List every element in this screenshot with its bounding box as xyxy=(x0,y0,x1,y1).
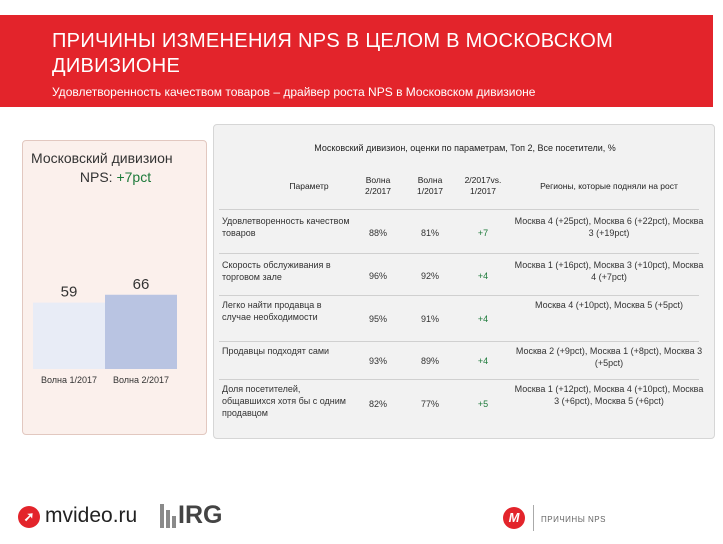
row-regions: Москва 1 (+12pct), Москва 4 (+10pct), Мо… xyxy=(514,384,704,406)
irg-logo-icon xyxy=(160,504,176,528)
row-wave1-value: 77% xyxy=(420,399,439,409)
header-wave2: Волна 2/2017 xyxy=(365,175,391,196)
row-divider xyxy=(219,341,699,342)
row-diff-value: +4 xyxy=(477,314,489,324)
header-divider xyxy=(219,209,699,210)
row-regions: Москва 4 (+10pct), Москва 5 (+5pct) xyxy=(535,300,683,310)
bar-value-label: 59 xyxy=(61,284,78,301)
row-regions: Москва 1 (+16pct), Москва 3 (+10pct), Мо… xyxy=(514,260,704,282)
header-wave1: Волна 1/2017 xyxy=(417,175,443,196)
header-param: Параметр xyxy=(289,181,329,191)
row-wave1-value: 91% xyxy=(420,314,439,324)
row-wave2-value: 82% xyxy=(368,399,387,409)
division-title: Московский дивизион xyxy=(31,150,173,166)
row-wave2-value: 96% xyxy=(368,271,387,281)
row-wave1-value: 92% xyxy=(420,271,439,281)
row-divider xyxy=(219,253,699,254)
bar-2 xyxy=(105,294,177,369)
mvideo-logo-icon: ➚ xyxy=(18,506,40,528)
nps-label: NPS: xyxy=(79,169,117,185)
row-param: Доля посетителей, общавшихся хотя бы с о… xyxy=(222,384,346,418)
category-label: Волна 1/2017 xyxy=(41,375,97,385)
row-diff-value: +4 xyxy=(477,356,489,366)
irg-logo-text: IRG xyxy=(178,501,223,529)
header-banner: ПРИЧИНЫ ИЗМЕНЕНИЯ NPS В ЦЕЛОМ В МОСКОВСК… xyxy=(0,15,713,107)
row-regions: Москва 4 (+25pct), Москва 6 (+22pct), Мо… xyxy=(514,216,704,238)
row-wave2-value: 93% xyxy=(368,356,387,366)
row-diff-value: +4 xyxy=(477,271,489,281)
row-regions: Москва 2 (+9pct), Москва 1 (+8pct), Моск… xyxy=(515,346,703,368)
table-caption: Московский дивизион, оценки по параметра… xyxy=(314,143,616,153)
row-wave2-value: 88% xyxy=(368,228,387,238)
row-param: Удовлетворенность качеством товаров xyxy=(222,216,350,238)
page-subtitle: Удовлетворенность качеством товаров – др… xyxy=(52,85,536,99)
row-param: Скорость обслуживания в торговом зале xyxy=(222,260,331,282)
header-diff: 2/2017vs. 1/2017 xyxy=(464,175,502,196)
bar-1 xyxy=(33,302,105,369)
row-wave1-value: 89% xyxy=(420,356,439,366)
row-wave1-value: 81% xyxy=(420,228,439,238)
footer-divider xyxy=(533,505,534,531)
header-regions: Регионы, которые подняли на рост xyxy=(540,181,678,191)
nps-summary: NPS: +7pct xyxy=(23,169,208,185)
row-diff-value: +7 xyxy=(477,228,489,238)
parameters-table-panel: Московский дивизион, оценки по параметра… xyxy=(213,124,715,439)
nps-bar-chart: 59 Волна 1/2017 66 Волна 2/2017 xyxy=(33,276,177,385)
row-divider xyxy=(219,295,699,296)
row-param: Легко найти продавца в случае необходимо… xyxy=(222,300,322,322)
row-diff-value: +5 xyxy=(477,399,489,409)
mvideo-logo-text: mvideo.ru xyxy=(45,504,138,527)
page-title: ПРИЧИНЫ ИЗМЕНЕНИЯ NPS В ЦЕЛОМ В МОСКОВСК… xyxy=(52,30,614,77)
row-wave2-value: 95% xyxy=(368,314,387,324)
bar-value-label: 66 xyxy=(133,276,150,293)
nps-value: +7pct xyxy=(116,169,152,185)
category-label: Волна 2/2017 xyxy=(113,375,169,385)
row-divider xyxy=(219,379,699,380)
division-summary-panel: Московский дивизион NPS: +7pct 59 Волна 1… xyxy=(22,140,207,435)
footer-section-label: ПРИЧИНЫ NPS xyxy=(541,515,606,524)
mvideo-m-logo-icon: М xyxy=(503,507,525,529)
row-param: Продавцы подходят сами xyxy=(222,346,330,356)
